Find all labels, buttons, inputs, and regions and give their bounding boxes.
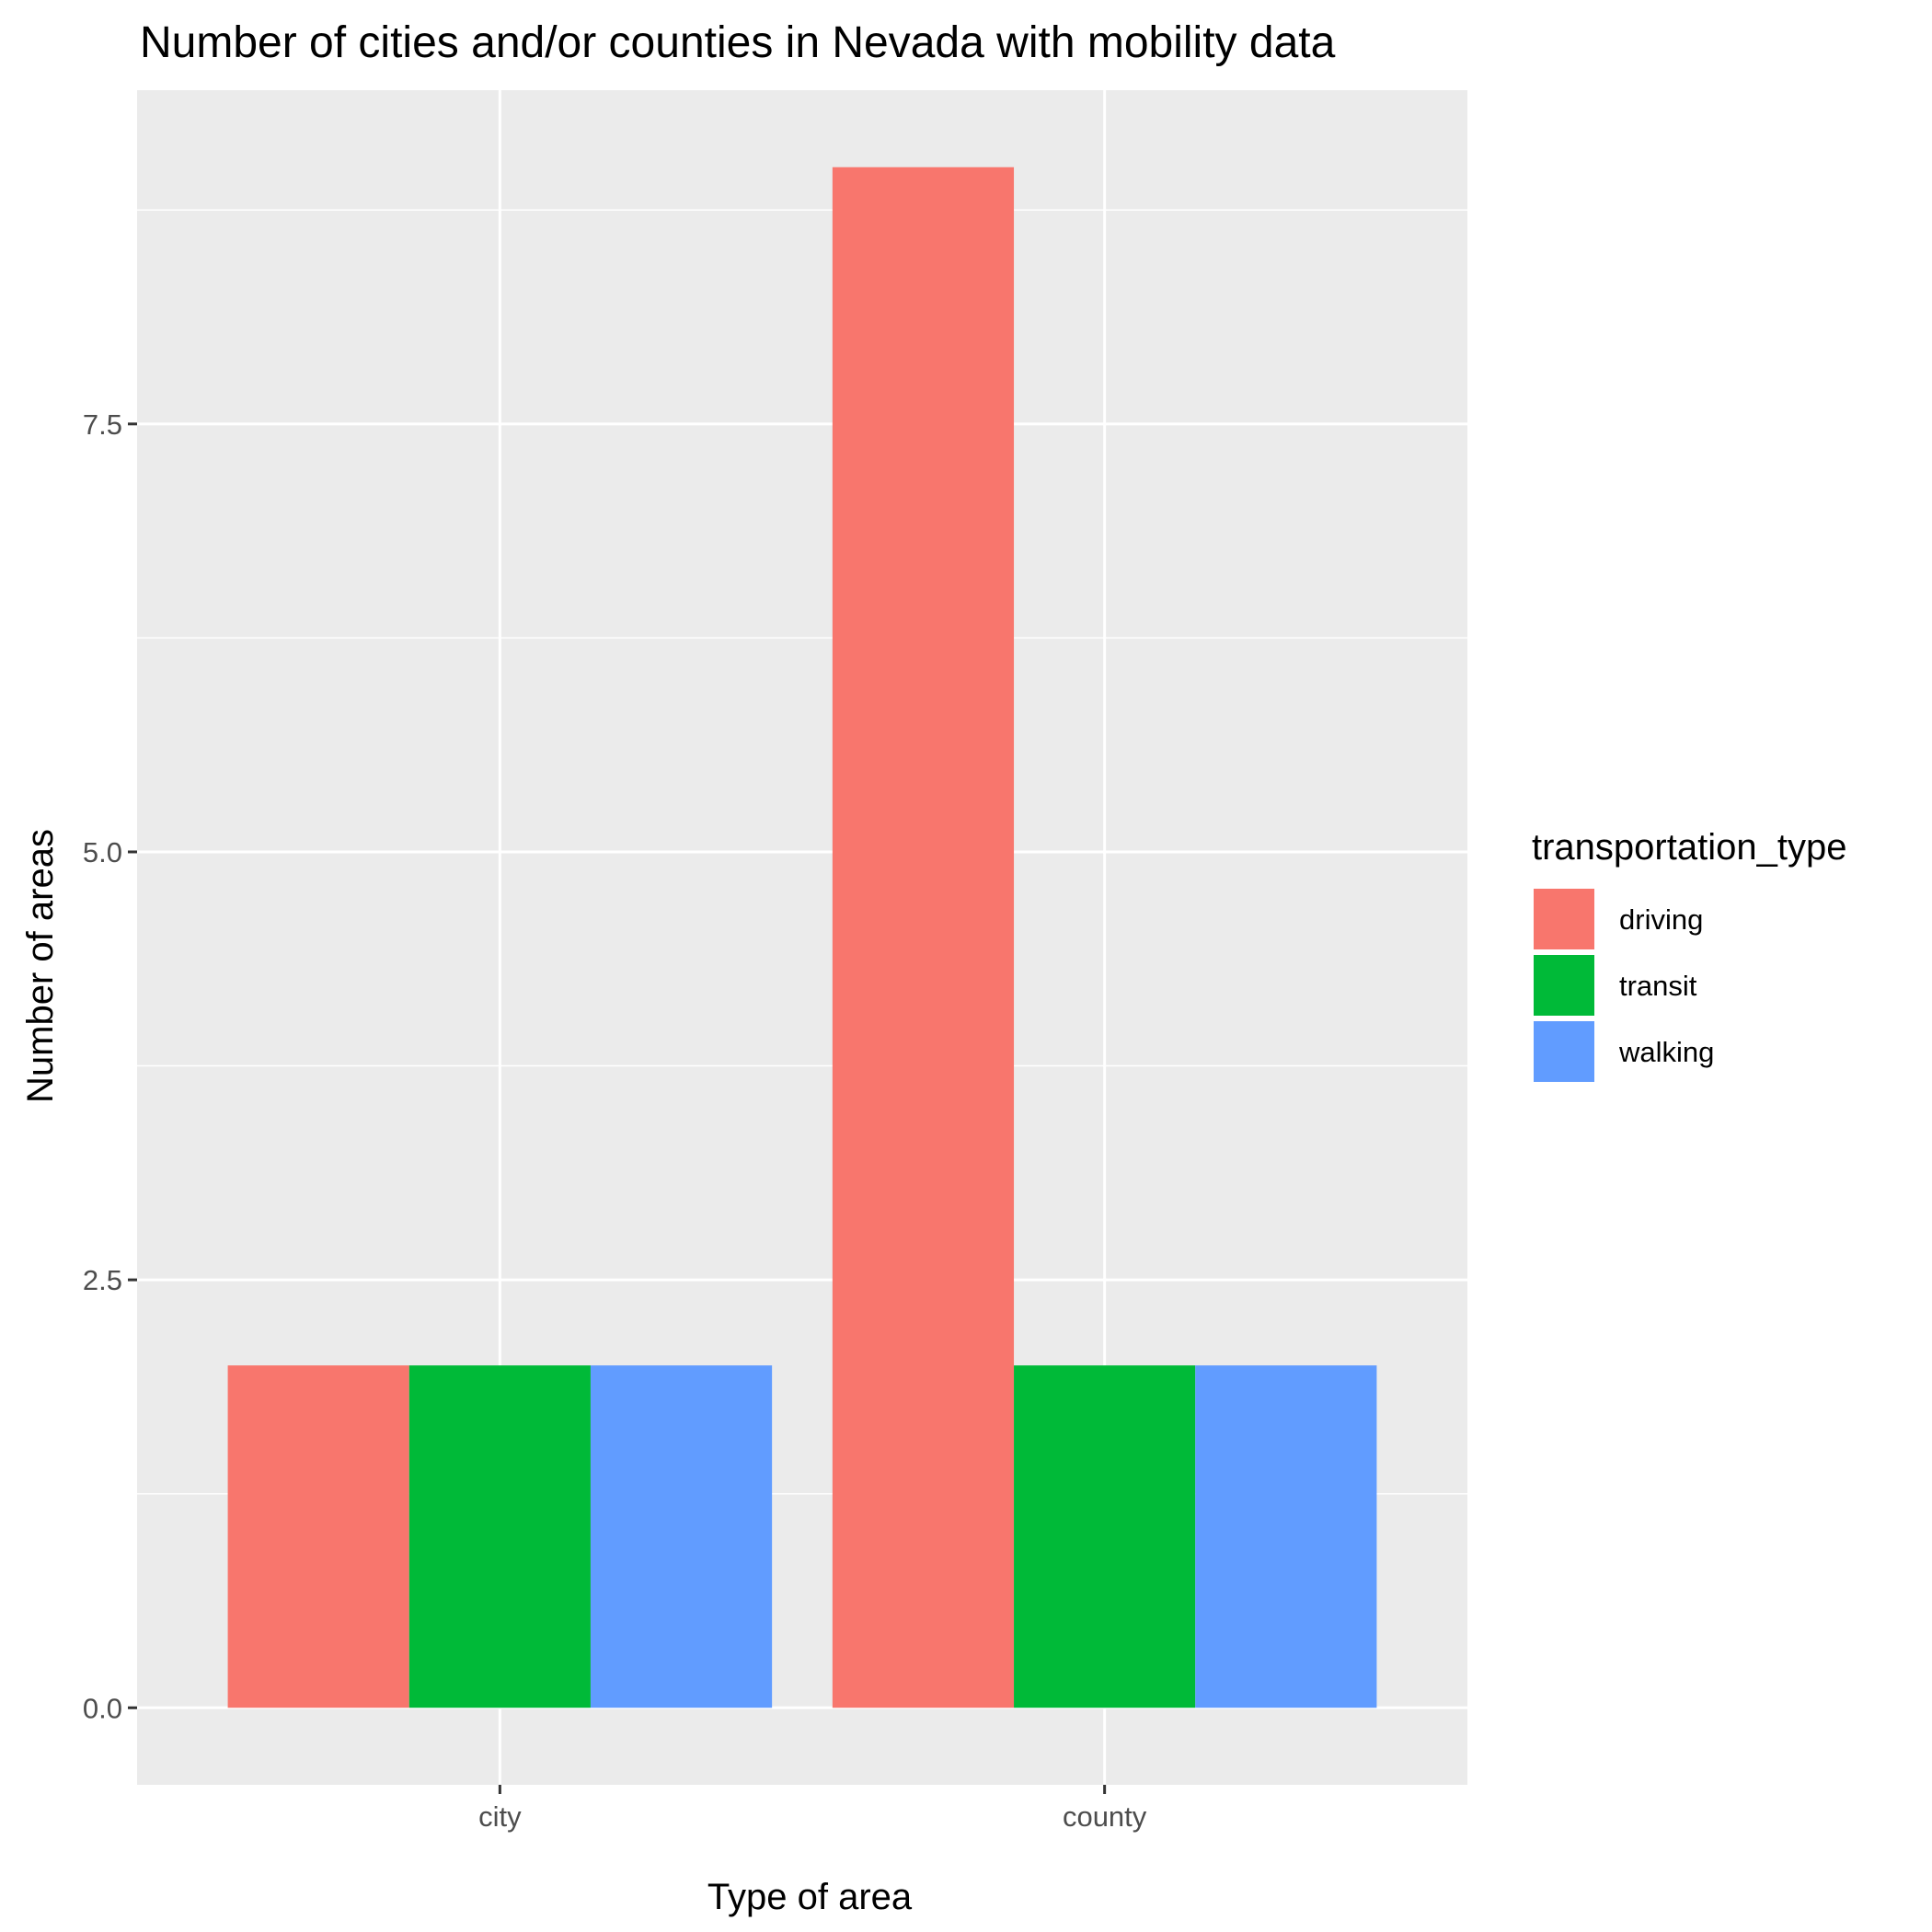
legend-label-walking: walking — [1618, 1036, 1714, 1068]
chart-title: Number of cities and/or counties in Neva… — [140, 18, 1336, 67]
legend-key-transit — [1532, 953, 1596, 1018]
x-tick-label: city — [478, 1800, 522, 1833]
y-axis-title: Number of areas — [20, 829, 61, 1103]
bar-city-walking — [590, 1365, 773, 1708]
y-tick-label: 0.0 — [83, 1692, 122, 1724]
bar-county-driving — [832, 167, 1015, 1708]
bar-county-walking — [1195, 1365, 1377, 1708]
bars — [227, 167, 1377, 1708]
legend-label-driving: driving — [1619, 903, 1703, 936]
y-tick-label: 7.5 — [83, 408, 122, 441]
legend-key-driving — [1532, 887, 1596, 951]
legend-label-transit: transit — [1619, 970, 1697, 1002]
bar-county-transit — [1014, 1365, 1196, 1708]
bar-city-driving — [227, 1365, 409, 1708]
y-tick-label: 5.0 — [83, 836, 122, 868]
x-axis: city county — [478, 1785, 1147, 1833]
legend-key-walking — [1532, 1019, 1596, 1084]
y-tick-label: 2.5 — [83, 1264, 122, 1296]
y-axis: 0.0 2.5 5.0 7.5 — [83, 408, 137, 1724]
bar-city-transit — [408, 1365, 591, 1708]
x-axis-title: Type of area — [707, 1877, 913, 1917]
legend: transportation_type driving transit walkin… — [1532, 827, 1846, 1084]
legend-title: transportation_type — [1532, 827, 1846, 868]
x-tick-label: county — [1063, 1800, 1147, 1833]
